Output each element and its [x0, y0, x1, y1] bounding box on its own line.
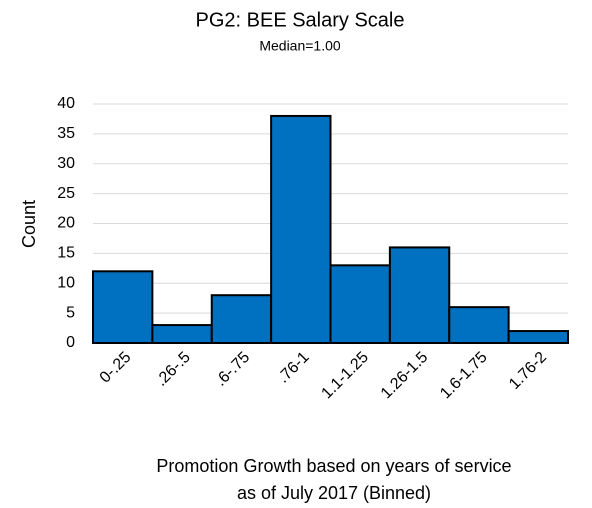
- x-tick-label: 1.76-2: [506, 349, 550, 393]
- x-tick-label: 1.1-1.25: [318, 349, 372, 403]
- y-tick-label: 40: [57, 95, 75, 112]
- y-tick-label: 0: [66, 334, 75, 351]
- x-tick-label: .6-.75: [212, 349, 253, 390]
- y-tick-label: 25: [57, 185, 75, 202]
- x-axis-label: Promotion Growth based on years of servi…: [156, 456, 511, 476]
- y-tick-label: 35: [57, 125, 75, 142]
- bar: [329, 264, 391, 345]
- y-tick-label: 30: [57, 155, 75, 172]
- y-tick-label: 10: [57, 274, 75, 291]
- chart-subtitle: Median=1.00: [259, 38, 341, 54]
- bar: [92, 270, 154, 344]
- x-axis-label: as of July 2017 (Binned): [237, 483, 431, 503]
- x-tick-label: .26-.5: [153, 349, 194, 390]
- bar: [270, 114, 332, 344]
- bar: [210, 294, 273, 345]
- y-tick-label: 15: [57, 245, 75, 262]
- chart-title: PG2: BEE Salary Scale: [196, 9, 405, 31]
- x-tick-label: 1.26-1.5: [378, 349, 432, 403]
- y-tick-label: 5: [66, 304, 75, 321]
- bar: [151, 324, 213, 345]
- x-tick-label: 0-.25: [97, 349, 135, 387]
- bar: [388, 246, 451, 344]
- x-tick-label: 1.6-1.75: [437, 349, 491, 403]
- bar: [448, 306, 510, 344]
- y-axis-label: Count: [19, 200, 39, 248]
- bar: [507, 330, 569, 344]
- y-tick-label: 20: [57, 215, 75, 232]
- x-tick-label: .76-1: [275, 349, 313, 387]
